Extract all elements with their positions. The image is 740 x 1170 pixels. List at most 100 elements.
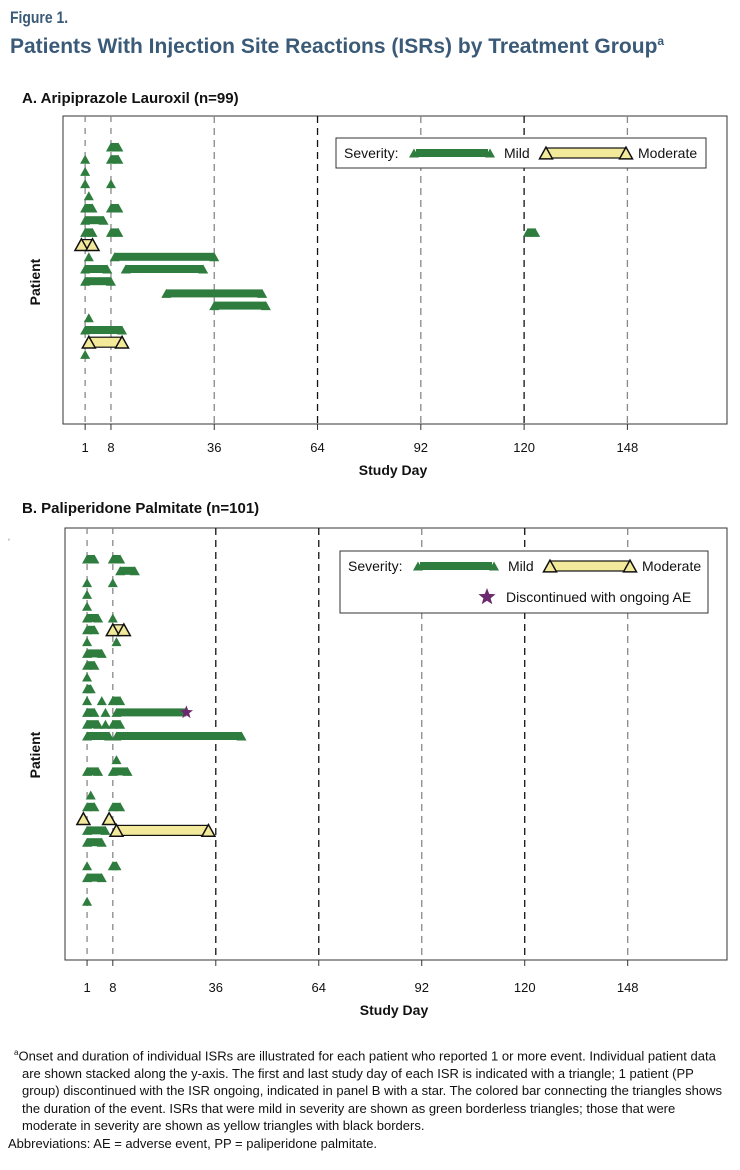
panel-a-event-start-10: [80, 227, 91, 237]
panel-a-legend-mild-start: [409, 148, 419, 158]
panel-b-event-start-42: [82, 896, 93, 906]
panel-b-legend-moderate-start: [542, 558, 558, 573]
panel-b-event-start-12: [111, 637, 122, 647]
panel-a-event-end-15: [209, 252, 220, 262]
panel-b-event-end-20: [89, 707, 100, 717]
panel-a-event-bar-19: [166, 289, 263, 298]
panel-b-tick-label-120: 120: [514, 980, 536, 995]
figure-label: Figure 1.: [10, 8, 69, 27]
panel-b-event-start-0: [82, 554, 93, 564]
panel-a-event-bar-17: [125, 265, 204, 273]
panel-b-event-start-27: [111, 731, 122, 741]
figure-title-footnote-marker: a: [657, 34, 665, 48]
abbreviations: Abbreviations: AE = adverse event, PP = …: [8, 1135, 378, 1151]
panel-b-event-end-38: [96, 837, 107, 847]
panel-a-event-bar-12: [527, 228, 536, 237]
panel-b-event-start-15: [82, 672, 93, 682]
panel-b-event-start-34: [75, 811, 92, 826]
panel-a-event-start-12: [522, 227, 533, 237]
panel-b-event-start-1: [107, 554, 118, 564]
panel-a-event-end-13: [84, 237, 101, 252]
panel-a-event-bar-11: [110, 228, 119, 237]
panel-b-event-start-41: [82, 873, 93, 883]
panel-b-event-bar-0: [87, 555, 95, 563]
panel-a-event-bar-8: [110, 204, 119, 212]
panel-a-tick-label-1: 1: [82, 440, 89, 455]
panel-a-tick-label-36: 36: [207, 440, 221, 455]
panel-a-event-bar-16: [85, 265, 108, 273]
panel-a-event-end-23: [114, 334, 130, 349]
panel-b-event-bar-33: [112, 802, 121, 811]
panel-a-event-start-15: [109, 252, 120, 262]
panel-b-event-start-9: [82, 625, 93, 635]
panel-b-event-start-10: [105, 622, 121, 637]
panel-a-tick-label-148: 148: [617, 440, 639, 455]
panel-a-event-end-17: [198, 264, 209, 274]
panel-b-event-bar-7: [87, 614, 99, 622]
panel-b-event-start-13: [82, 648, 93, 658]
panel-b-legend-star-label: Discontinued with ongoing AE: [506, 589, 691, 605]
panel-a-event-end-9: [98, 215, 109, 225]
footnote: aOnset and duration of individual ISRs a…: [8, 1044, 732, 1152]
panel-b-event-start-23: [82, 719, 93, 729]
panel-b-title: B. Paliperidone Palmitate (n=101): [22, 500, 260, 517]
panel-b-event-start-2: [115, 566, 126, 576]
panel-b-ongoing-star-22: [179, 705, 193, 719]
panel-b-event-start-37: [108, 823, 125, 837]
panel-b-event-end-25: [115, 719, 126, 729]
panel-b-event-end-36: [100, 825, 111, 835]
panel-b-event-end-9: [89, 625, 100, 635]
panel-a-event-bar-7: [85, 204, 93, 212]
panel-b-event-end-1: [115, 554, 126, 564]
panel-a-event-start-8: [105, 203, 116, 213]
panel-b-tick-label-92: 92: [415, 980, 429, 995]
panel-a-tick-label-92: 92: [414, 440, 428, 455]
panel-b-event-start-5: [82, 589, 93, 599]
panel-b-event-start-25: [107, 719, 118, 729]
figure-title: Patients With Injection Site Reactions (…: [10, 34, 664, 59]
panel-a-event-start-7: [80, 203, 91, 213]
panel-a-event-end-22: [117, 325, 128, 335]
panel-b-event-end-23: [93, 719, 104, 729]
panel-b-event-bar-41: [87, 873, 102, 882]
panel-b-event-bar-13: [87, 649, 102, 658]
panel-a-event-start-17: [120, 264, 131, 274]
panel-b-event-end-13: [96, 648, 107, 658]
panel-b-tick-label-8: 8: [109, 980, 116, 995]
panel-b-event-start-17: [82, 696, 93, 706]
panel-b-event-start-11: [82, 637, 93, 647]
panel-b-event-bar-20: [87, 708, 95, 717]
panel-a-event-end-16: [102, 264, 113, 274]
panel-a-event-bar-2: [110, 155, 119, 164]
panel-b-event-end-19: [115, 696, 126, 706]
panel-b-event-start-26: [82, 731, 93, 741]
panel-a-event-start-4: [80, 179, 91, 189]
panel-b-event-bar-26: [87, 732, 110, 740]
panel-a-event-end-12: [530, 227, 541, 237]
panel-b-legend-mild-bar: [420, 562, 492, 570]
panel-b-event-start-20: [82, 707, 93, 717]
panel-b-event-end-0: [89, 554, 100, 564]
panel-a-legend-mild-label: Mild: [504, 145, 530, 161]
panel-b-event-start-30: [107, 766, 118, 776]
panel-a-event-start-13: [73, 237, 90, 252]
panel-b-event-bar-23: [87, 720, 99, 729]
panel-a-y-axis-title: Patient: [27, 258, 43, 305]
panel-a-legend-box: [335, 137, 707, 169]
panel-a-legend-moderate-label: Moderate: [638, 145, 697, 161]
panel-b-event-bar-37: [115, 824, 210, 837]
panel-b-event-start-21: [100, 707, 111, 717]
panel-b-tick-label-1: 1: [83, 980, 90, 995]
panel-b-event-end-27: [236, 731, 247, 741]
panel-a-tick-label-120: 120: [513, 440, 535, 455]
panel-b-event-end-7: [93, 613, 104, 623]
isr-timeline-charts: 1 8 36 64 92 120 148 Study Day Patient Severity: M…: [27, 115, 728, 1018]
panel-b-legend-star: [478, 588, 496, 605]
footnote-body: aOnset and duration of individual ISRs a…: [8, 1044, 732, 1135]
panel-b-event-end-33: [115, 802, 126, 812]
panel-a-event-end-11: [113, 227, 124, 237]
panel-a-event-bar-20: [214, 301, 266, 310]
panel-a-event-end-20: [260, 301, 271, 311]
panel-a-event-end-2: [113, 154, 124, 164]
panel-a-title: A. Aripiprazole Lauroxil (n=99): [22, 90, 239, 107]
